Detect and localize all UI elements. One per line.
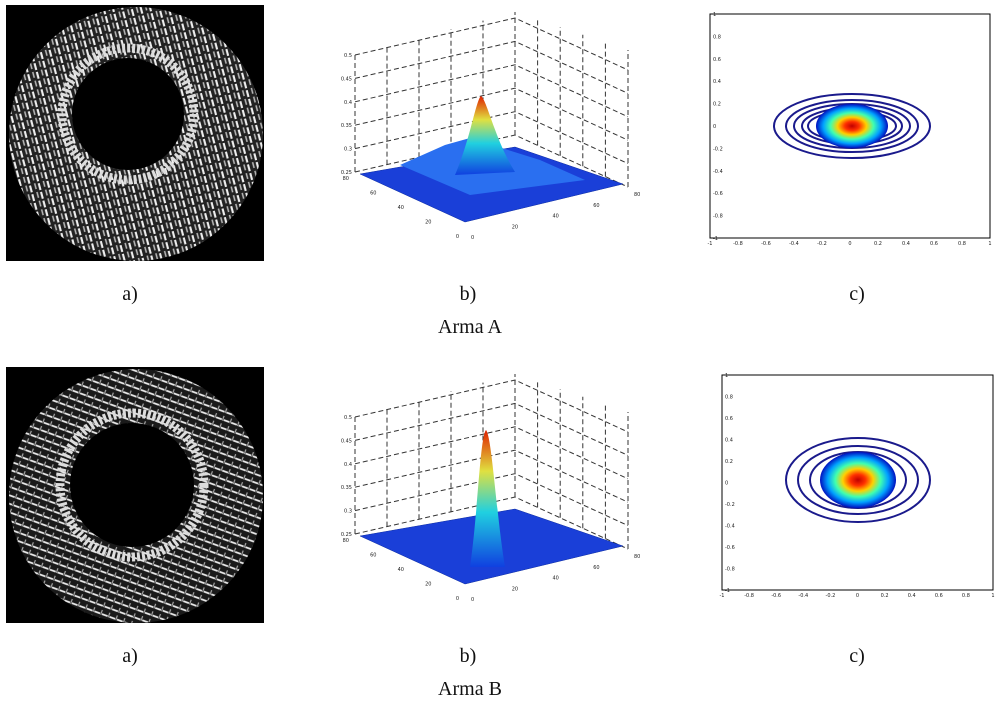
x-tick-label: 80 xyxy=(634,192,640,198)
x-tick-label: 0.2 xyxy=(874,241,882,247)
y-tick-label: 0.2 xyxy=(713,102,721,108)
x-tick-label: -0.4 xyxy=(789,241,799,247)
x-tick-label: 0 xyxy=(848,241,851,247)
y-tick-label: 60 xyxy=(370,553,376,559)
z-tick-label: 0.5 xyxy=(344,53,352,59)
x-tick-label: -0.6 xyxy=(761,241,771,247)
density-core xyxy=(820,452,896,508)
x-tick-label: 0.8 xyxy=(962,593,970,599)
y-tick-label: 0.2 xyxy=(725,459,733,465)
y-tick-label: 0.8 xyxy=(725,395,733,401)
z-tick-label: 0.4 xyxy=(344,100,352,106)
y-tick-label: -0.8 xyxy=(725,567,735,573)
y-tick-label: -0.2 xyxy=(713,146,723,152)
grid-line xyxy=(355,18,628,70)
z-tick-label: 0.5 xyxy=(344,415,352,421)
x-tick-label: -0.2 xyxy=(817,241,827,247)
y-tick-label: 60 xyxy=(370,191,376,197)
x-tick-label: -1 xyxy=(708,241,713,247)
x-tick-label: 0.4 xyxy=(908,593,916,599)
grid-line xyxy=(355,65,628,117)
panel-label: c) xyxy=(849,283,865,305)
bore xyxy=(72,58,184,170)
y-tick-label: 1 xyxy=(725,373,728,379)
y-tick-label: -0.6 xyxy=(725,545,735,551)
y-tick-label: 0.4 xyxy=(725,438,733,444)
x-tick-label: -0.6 xyxy=(771,593,781,599)
y-tick-label: -0.4 xyxy=(713,169,723,175)
x-tick-label: 20 xyxy=(512,586,518,592)
panel-label: b) xyxy=(460,645,477,667)
y-tick-label: 0.4 xyxy=(713,79,721,85)
x-tick-label: 20 xyxy=(512,224,518,230)
x-tick-label: 60 xyxy=(593,565,599,571)
x-tick-label: 0.4 xyxy=(902,241,910,247)
y-tick-label: -1 xyxy=(725,588,730,594)
density-core xyxy=(816,104,888,148)
y-tick-label: -1 xyxy=(713,236,718,242)
y-tick-label: 1 xyxy=(713,12,716,18)
grid-line xyxy=(355,41,628,93)
y-tick-label: -0.4 xyxy=(725,524,735,530)
panel-label: b) xyxy=(460,283,477,305)
z-tick-label: 0.35 xyxy=(341,485,352,491)
x-tick-label: 0.2 xyxy=(881,593,889,599)
y-tick-label: -0.6 xyxy=(713,191,723,197)
y-tick-label: 80 xyxy=(343,176,349,182)
x-tick-label: -0.8 xyxy=(744,593,754,599)
bore xyxy=(70,423,194,547)
z-tick-label: 0.35 xyxy=(341,123,352,129)
y-tick-label: 40 xyxy=(398,567,404,573)
surface-peak xyxy=(470,430,505,567)
z-tick-label: 0.3 xyxy=(344,509,352,515)
x-tick-label: 0 xyxy=(856,593,859,599)
x-tick-label: 80 xyxy=(634,554,640,560)
y-tick-label: 20 xyxy=(425,582,431,588)
row-caption: Arma B xyxy=(438,678,502,700)
grid-line xyxy=(355,380,628,432)
y-tick-label: 0 xyxy=(713,124,716,130)
x-tick-label: 0 xyxy=(471,235,474,241)
x-tick-label: 0 xyxy=(471,597,474,603)
figure: 0.50.450.40.350.30.25806040200020406080-… xyxy=(0,0,995,711)
x-tick-label: -1 xyxy=(720,593,725,599)
z-tick-label: 0.4 xyxy=(344,462,352,468)
x-tick-label: 1 xyxy=(991,593,994,599)
y-tick-label: 0.6 xyxy=(725,416,733,422)
x-tick-label: -0.8 xyxy=(733,241,743,247)
y-tick-label: 0 xyxy=(456,234,459,240)
y-tick-label: 80 xyxy=(343,538,349,544)
z-tick-label: 0.45 xyxy=(341,76,352,82)
x-tick-label: 1 xyxy=(988,241,991,247)
x-tick-label: 0.8 xyxy=(958,241,966,247)
x-tick-label: 60 xyxy=(593,203,599,209)
row-caption: Arma A xyxy=(438,316,502,338)
y-tick-label: 0 xyxy=(725,481,728,487)
x-tick-label: 0.6 xyxy=(935,593,943,599)
panel-label: a) xyxy=(122,645,138,667)
x-tick-label: 40 xyxy=(553,576,559,582)
surface-peak xyxy=(455,96,515,175)
z-tick-label: 0.45 xyxy=(341,438,352,444)
y-tick-label: 20 xyxy=(425,220,431,226)
y-tick-label: 0.6 xyxy=(713,57,721,63)
z-tick-label: 0.3 xyxy=(344,147,352,153)
panel-label: a) xyxy=(122,283,138,305)
y-tick-label: -0.8 xyxy=(713,214,723,220)
y-tick-label: 0 xyxy=(456,596,459,602)
x-tick-label: -0.4 xyxy=(798,593,808,599)
y-tick-label: 0.8 xyxy=(713,34,721,40)
x-tick-label: 40 xyxy=(553,214,559,220)
y-tick-label: 40 xyxy=(398,205,404,211)
grid-line xyxy=(355,403,628,455)
y-tick-label: -0.2 xyxy=(725,502,735,508)
panel-label: c) xyxy=(849,645,865,667)
x-tick-label: 0.6 xyxy=(930,241,938,247)
x-tick-label: -0.2 xyxy=(826,593,836,599)
